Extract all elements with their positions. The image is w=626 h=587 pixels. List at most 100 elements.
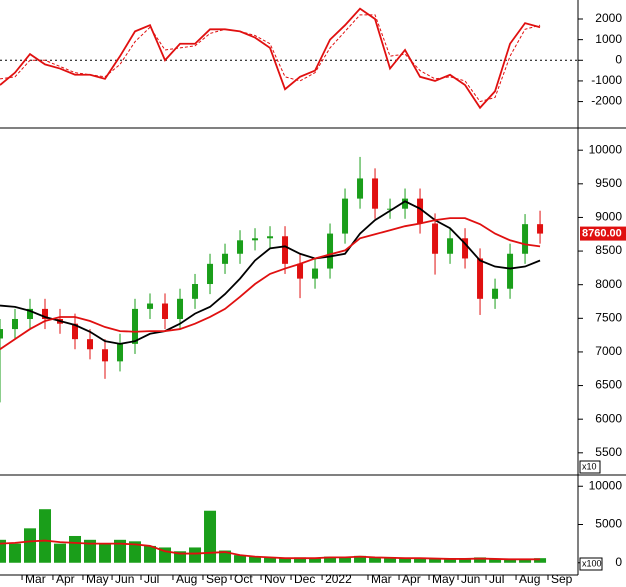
candle-body [102,349,109,362]
candle-body [132,308,139,344]
y-tick-label: 8500 [595,243,622,257]
y-tick-label: -1000 [591,73,622,87]
volume-bar [144,545,157,563]
x-tick-label: Jul [144,572,159,586]
volume-bar [459,558,472,563]
y-tick-label: -2000 [591,94,622,108]
y-tick-label: 7500 [595,310,622,324]
x-tick-label: Apr [56,572,75,586]
volume-bar [339,557,352,563]
volume-bar [444,558,457,563]
y-tick-label: 9500 [595,176,622,190]
x-tick-label: Sep [206,572,228,586]
volume-bar [384,558,397,563]
y-tick-label: 0 [615,52,622,66]
volume-bar [249,556,262,563]
candle-body [312,268,319,279]
volume-bar [174,551,187,563]
candle-body [42,308,49,319]
candle-body [432,223,439,254]
x-tick-label: Aug [176,572,197,586]
candle-body [87,339,94,350]
y-tick-label: 10000 [589,142,623,156]
x-tick-label: Aug [519,572,540,586]
x-tick-label: May [432,572,455,586]
x-tick-label: 2022 [325,572,352,586]
candle-body [282,236,289,264]
volume-bar [324,556,337,563]
candle-body [222,253,229,264]
y-tick-label: 9000 [595,210,622,224]
volume-bar [489,558,502,563]
volume-bar [354,555,367,563]
candle-body [447,238,454,254]
y-tick-label: 10000 [589,478,623,492]
volume-bar [414,558,427,563]
candle-body [267,236,274,239]
candle-body [27,308,34,319]
volume-bar [9,543,22,563]
last-price-box [580,226,626,241]
x-tick-label: Jul [489,572,504,586]
volume-bar [39,509,52,563]
y-tick-label: 5000 [595,517,622,531]
volume-bar [69,535,82,563]
x-tick-label: Apr [402,572,421,586]
series-line [0,14,541,103]
unit-box [579,460,601,474]
candle-body [0,329,3,339]
y-tick-label: 8000 [595,277,622,291]
volume-bar [279,558,292,563]
series-line [0,539,541,561]
volume-bar [399,558,412,563]
candle-body [297,263,304,279]
volume-bar [114,539,127,563]
volume-bar [234,555,247,563]
volume-bar [54,543,67,563]
unit-label: x100 [582,558,602,568]
volume-bar [0,539,7,563]
candle-body [192,284,199,299]
unit-label: x10 [582,461,597,471]
volume-bar [264,557,277,563]
candle-body [477,258,484,299]
candle-body [237,240,244,254]
volume-bar [534,558,547,563]
x-tick-label: Nov [264,572,285,586]
y-tick-label: 2000 [595,11,622,25]
volume-bar [519,558,532,563]
x-tick-label: Jun [461,572,480,586]
candle-body [252,238,259,241]
series-line [0,200,541,345]
candle-body [12,318,19,330]
x-tick-label: Dec [294,572,315,586]
candle-body [357,178,364,199]
candle-body [522,224,529,254]
volume-bar [189,547,202,563]
volume-bar [504,559,517,563]
volume-bar [309,558,322,563]
volume-bar [294,557,307,563]
y-tick-label: 6500 [595,378,622,392]
y-tick-label: 1000 [595,32,622,46]
volume-bar [474,557,487,563]
x-tick-label: Sep [551,572,573,586]
candle-body [507,253,514,289]
candle-body [147,303,154,309]
y-tick-label: 5500 [595,445,622,459]
volume-bar [429,558,442,563]
volume-bar [24,528,37,563]
volume-bar [129,541,142,563]
y-tick-label: 0 [615,555,622,569]
unit-box [579,557,603,571]
volume-bar [99,543,112,563]
candle-body [342,198,349,234]
y-tick-label: 6000 [595,411,622,425]
last-price-label: 8760.00 [582,227,622,239]
series-line [0,217,541,350]
candle-body [492,288,499,299]
volume-bar [369,557,382,563]
x-tick-label: Jun [115,572,134,586]
